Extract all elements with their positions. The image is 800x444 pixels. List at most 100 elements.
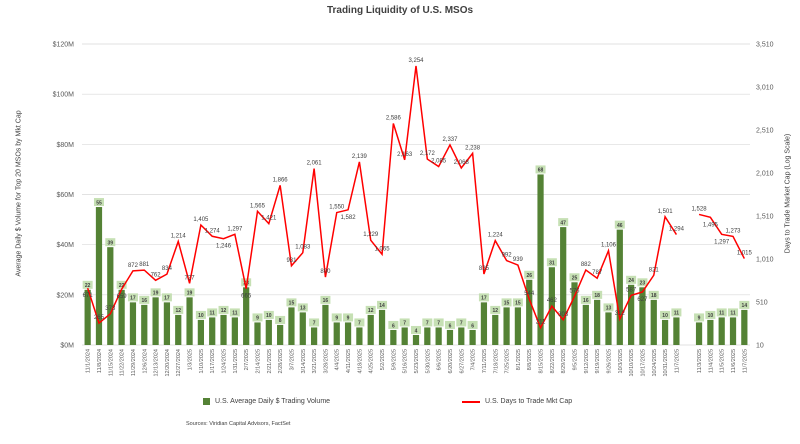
bar-data-label: 7 — [437, 321, 440, 327]
bar-label-bg — [263, 310, 274, 319]
line-data-label: 2,163 — [397, 152, 413, 158]
line-data-label: 1,246 — [216, 244, 232, 250]
x-tick-label: 10/10/2025 — [629, 349, 635, 377]
bar-label-bg — [558, 218, 569, 227]
x-tick-label: 9/5/2025 — [573, 349, 579, 370]
volume-bar — [231, 317, 238, 345]
bar-label-bg — [388, 320, 399, 329]
x-tick-label: 11/6/2025 — [731, 349, 737, 373]
line-data-label: 1,582 — [341, 215, 357, 221]
line-data-label: 2,586 — [386, 115, 402, 121]
x-tick-label: 4/11/2025 — [346, 349, 352, 373]
line-data-label: 1,214 — [171, 233, 187, 239]
bar-data-label: 15 — [504, 301, 510, 307]
days-line-segment — [86, 65, 678, 330]
x-tick-label: 12/6/2024 — [142, 349, 148, 373]
bar-data-label: 11 — [719, 311, 725, 317]
bar-data-label: 16 — [583, 298, 589, 304]
line-data-label: 1,405 — [193, 217, 209, 223]
source-note: Sources: Viridian Capital Advisors, Fact… — [186, 421, 291, 427]
volume-bar — [469, 329, 476, 345]
volume-bar — [718, 317, 725, 345]
line-data-label: 1,297 — [714, 239, 730, 245]
bar-data-label: 4 — [415, 328, 418, 334]
bar-label-bg — [173, 305, 184, 314]
left-tick-label: $40M — [56, 242, 74, 249]
bar-data-label: 23 — [640, 281, 646, 287]
line-data-label: 882 — [581, 262, 592, 268]
volume-bar — [639, 287, 646, 345]
volume-bar — [390, 329, 397, 345]
x-tick-label: 7/25/2025 — [505, 349, 511, 373]
line-data-label: 2,139 — [352, 154, 368, 160]
right-tick-label: 2,010 — [756, 171, 774, 178]
volume-bar — [310, 327, 318, 345]
bar-label-bg — [252, 313, 263, 322]
left-tick-label: $80M — [56, 142, 74, 149]
bar-data-label: 24 — [628, 278, 634, 284]
line-data-label: 881 — [139, 262, 150, 268]
volume-bar — [254, 322, 261, 345]
bar-data-label: 19 — [153, 291, 159, 297]
bar-label-bg — [184, 288, 195, 297]
line-data-label: 1,083 — [295, 245, 311, 251]
bar-data-label: 7 — [313, 321, 316, 327]
x-tick-label: 2/14/2025 — [255, 349, 261, 373]
legend-label-days: U.S. Days to Trade Mkt Cap — [485, 398, 573, 405]
line-data-label: 665 — [241, 294, 252, 300]
volume-bar — [650, 299, 657, 345]
line-data-label: 821 — [649, 267, 660, 273]
line-data-label: 1,274 — [205, 228, 221, 234]
right-axis-title: Days to Trade Market Cap (Log Scale) — [784, 133, 792, 254]
bar-data-label: 18 — [594, 293, 600, 299]
bar-label-bg — [512, 298, 523, 307]
legend-bar-swatch — [203, 398, 210, 405]
volume-bar — [277, 324, 284, 345]
x-tick-label: 9/26/2025 — [606, 349, 612, 373]
bar-label-bg — [241, 278, 252, 287]
volume-bar — [220, 314, 227, 345]
right-tick-label: 510 — [756, 300, 768, 307]
bar-label-bg — [694, 313, 705, 322]
bar-label-bg — [127, 293, 138, 302]
x-tick-label: 6/6/2025 — [437, 349, 443, 370]
x-tick-label: 6/27/2025 — [459, 349, 465, 373]
bar-data-label: 47 — [560, 220, 566, 226]
volume-bar — [594, 299, 601, 345]
bar-label-bg — [286, 298, 297, 307]
x-tick-label: 2/21/2025 — [267, 349, 273, 373]
bar-label-bg — [229, 308, 240, 317]
volume-bar — [84, 289, 91, 345]
x-tick-label: 11/7/2025 — [674, 349, 680, 373]
left-tick-label: $20M — [56, 292, 74, 299]
line-data-label: 1,495 — [703, 222, 719, 228]
bar-data-label: 11 — [210, 311, 216, 317]
bar-label-bg — [207, 308, 218, 317]
bar-label-bg — [705, 310, 716, 319]
line-data-label: 787 — [592, 270, 603, 276]
x-tick-label: 7/4/2025 — [471, 349, 477, 370]
volume-bar — [571, 282, 578, 345]
bar-label-bg — [139, 295, 150, 304]
x-tick-label: 5/9/2025 — [391, 349, 397, 370]
volume-bar — [333, 322, 340, 345]
bar-data-label: 9 — [347, 316, 350, 322]
bar-data-label: 10 — [708, 313, 714, 319]
volume-bar — [186, 297, 193, 345]
bar-data-label: 10 — [662, 313, 668, 319]
line-data-label: 800 — [320, 269, 331, 275]
x-tick-label: 12/13/2024 — [154, 349, 160, 377]
left-tick-label: $120M — [53, 42, 75, 49]
right-tick-label: 2,510 — [756, 128, 774, 135]
bar-label-bg — [716, 308, 727, 317]
bar-data-label: 7 — [358, 321, 361, 327]
line-data-label: 576 — [570, 288, 581, 294]
x-tick-label: 8/22/2025 — [550, 349, 556, 373]
line-data-label: 872 — [128, 263, 139, 269]
volume-bar — [446, 329, 454, 345]
line-data-label: 1,294 — [669, 227, 685, 233]
bar-data-label: 39 — [108, 240, 114, 246]
right-tick-label: 3,510 — [756, 42, 774, 49]
line-data-label: 2,172 — [420, 151, 436, 157]
